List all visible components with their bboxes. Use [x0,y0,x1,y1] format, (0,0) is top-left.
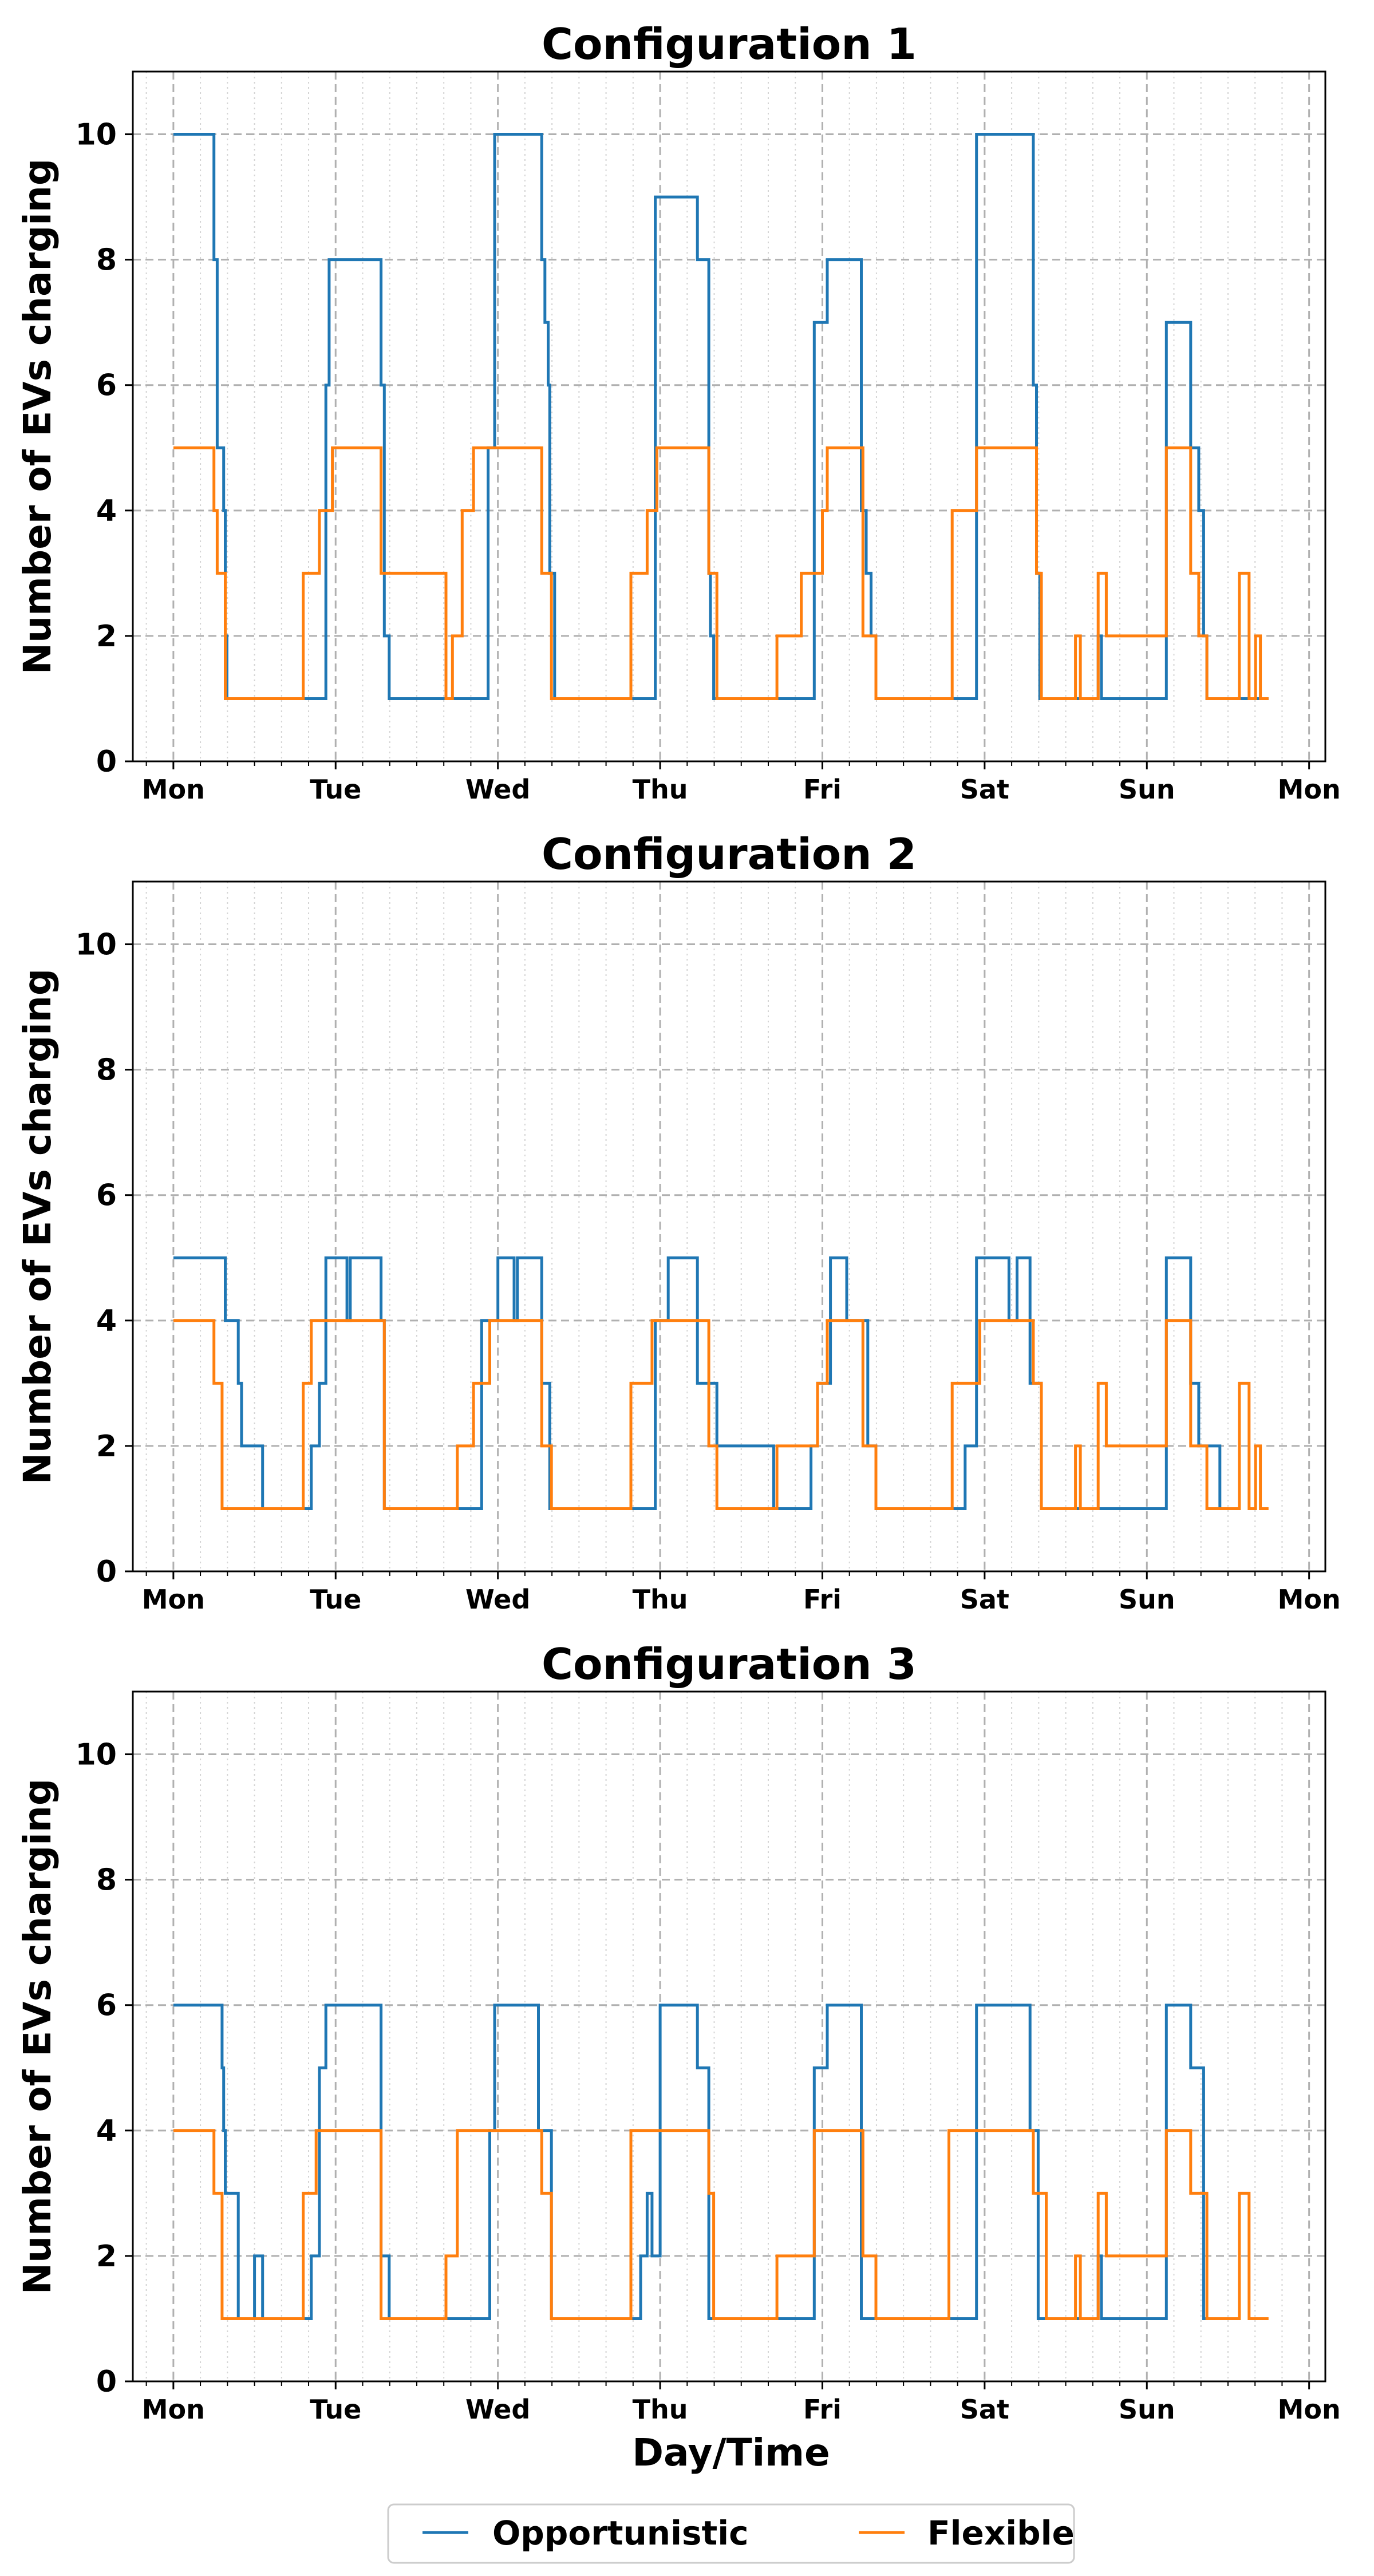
y-axis-label: Number of EVs charging [15,969,60,1484]
chart-title: Configuration 2 [542,829,917,879]
y-tick-label: 4 [96,494,117,528]
y-tick-label: 6 [96,369,117,403]
x-tick-label: Sat [960,774,1009,805]
y-tick-label: 6 [96,1179,117,1213]
chart-panel-2: Configuration 2 Number of EVs charging 0 2 4… [15,829,1341,1615]
x-tick-label: Mon [142,774,205,805]
y-tick-label: 10 [76,118,117,152]
legend-label-flexible: Flexible [927,2514,1075,2553]
y-tick-label: 2 [96,619,117,654]
chart-panels: Configuration 1 Number of EVs charging 0 2 4… [15,19,1341,2425]
legend: Opportunistic Flexible [387,2503,1075,2564]
x-tick-label: Sat [960,1584,1009,1615]
y-tick-label: 4 [96,1304,117,1338]
legend-label-opportunistic: Opportunistic [492,2514,749,2553]
x-tick-label: Tue [310,1584,361,1615]
y-tick-label: 2 [96,1429,117,1464]
y-tick-label: 0 [96,2365,117,2399]
y-axis-label: Number of EVs charging [15,159,60,674]
legend-frame [387,2503,1075,2564]
x-tick-label: Tue [310,774,361,805]
x-tick-label: Wed [465,1584,530,1615]
series-line-flexible [173,2129,1269,2320]
x-tick-label: Thu [633,1584,688,1615]
x-tick-label: Sun [1119,774,1175,805]
x-tick-label: Mon [1278,774,1341,805]
y-tick-label: 8 [96,243,117,278]
series-line-flexible [173,446,1269,700]
axes-frame [132,1690,1326,2383]
y-tick-label: 2 [96,2239,117,2274]
chart-title: Configuration 1 [542,19,917,69]
chart-panel-3: Configuration 3 Number of EVs charging 0 2 4… [15,1639,1341,2425]
chart-panel-1: Configuration 1 Number of EVs charging 0 2 4… [15,19,1341,805]
x-tick-label: Thu [633,2394,688,2425]
y-tick-label: 0 [96,1555,117,1589]
chart-title: Configuration 3 [542,1639,917,1689]
y-tick-label: 8 [96,1053,117,1088]
grid [133,1692,1325,2381]
x-tick-label: Thu [633,774,688,805]
x-tick-label: Sun [1119,1584,1175,1615]
x-tick-label: Fri [803,774,842,805]
series-line-opportunistic [173,2004,1220,2320]
x-tick-label: Sat [960,2394,1009,2425]
y-tick-label: 8 [96,1863,117,1898]
y-tick-label: 6 [96,1989,117,2023]
x-tick-label: Mon [142,1584,205,1615]
x-tick-label: Fri [803,2394,842,2425]
x-tick-label: Mon [142,2394,205,2425]
x-tick-label: Wed [465,774,530,805]
grid [133,72,1325,761]
x-tick-label: Wed [465,2394,530,2425]
series-line-opportunistic [173,133,1269,700]
y-tick-label: 0 [96,745,117,779]
grid [133,882,1325,1571]
x-tick-label: Mon [1278,2394,1341,2425]
x-tick-label: Tue [310,2394,361,2425]
series-line-flexible [173,1319,1269,1510]
axes-frame [132,880,1326,1573]
x-tick-label: Fri [803,1584,842,1615]
y-tick-label: 10 [76,928,117,962]
y-axis-label: Number of EVs charging [15,1779,60,2294]
x-axis-label: Day/Time [632,2431,830,2475]
axes-frame [132,70,1326,762]
x-tick-label: Sun [1119,2394,1175,2425]
x-tick-label: Mon [1278,1584,1341,1615]
y-tick-label: 10 [76,1738,117,1772]
y-tick-label: 4 [96,2114,117,2148]
series-line-opportunistic [173,1256,1228,1510]
